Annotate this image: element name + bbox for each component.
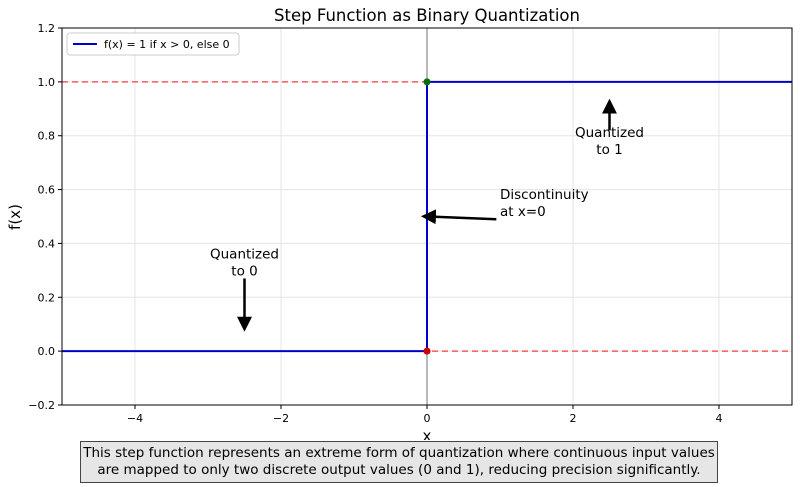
caption-line-2: are mapped to only two discrete output v…: [97, 462, 701, 478]
x-tick-label: −4: [127, 412, 143, 425]
y-tick-label: 0.2: [38, 291, 56, 304]
y-tick-label: 0.0: [38, 345, 56, 358]
annotation-text: Discontinuity: [500, 187, 589, 203]
x-tick-label: 2: [570, 412, 577, 425]
annotation-text: Quantized: [210, 246, 279, 262]
points-layer: [423, 78, 431, 355]
caption-line-1: This step function represents an extreme…: [83, 445, 715, 461]
caption-box: This step function represents an extreme…: [80, 441, 718, 483]
annotation-text: Quantized: [575, 125, 644, 141]
legend-label: f(x) = 1 if x > 0, else 0: [104, 38, 230, 51]
x-tick-label: −2: [273, 412, 289, 425]
y-tick-label: 1.0: [38, 76, 56, 89]
y-axis-label: f(x): [6, 204, 24, 230]
chart-title: Step Function as Binary Quantization: [274, 6, 580, 25]
x-tick-label: 0: [424, 412, 431, 425]
y-tick-label: 0.4: [38, 237, 56, 250]
x-axis-label: x: [423, 427, 432, 440]
data-point-marker: [423, 347, 431, 355]
annotation-text: to 0: [231, 263, 257, 279]
data-point-marker: [423, 78, 431, 86]
annotation-text: at x=0: [500, 204, 546, 220]
x-tick-label: 4: [716, 412, 723, 425]
y-tick-label: 1.2: [38, 22, 56, 35]
step-series-line: [62, 80, 792, 353]
y-tick-label: 0.8: [38, 130, 56, 143]
annotation-arrow: [420, 209, 497, 225]
legend-box: [66, 32, 240, 56]
y-tick-label: −0.2: [28, 399, 55, 412]
axis-ticks: −4 −2 0 2 4 −0.2 0.0 0.2 0.4 0.6 0.8 1.0 1.2: [28, 22, 722, 425]
legend: f(x) = 1 if x > 0, else 0: [66, 32, 240, 56]
step-function-chart: −4 −2 0 2 4 −0.2 0.0 0.2 0.4 0.6 0.8 1.0 1.2 Quantiz…: [6, 6, 793, 440]
annotation-text: to 1: [596, 142, 622, 158]
y-tick-label: 0.6: [38, 184, 56, 197]
series-layer: [62, 80, 792, 353]
